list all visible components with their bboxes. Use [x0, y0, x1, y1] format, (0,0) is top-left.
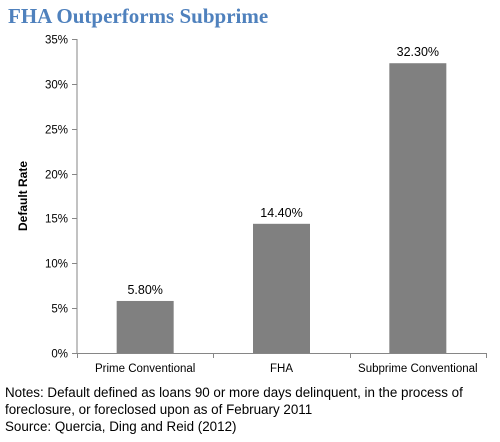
y-tick-label: 30%	[45, 80, 68, 92]
x-tick-label: FHA	[270, 363, 293, 375]
bars	[116, 63, 447, 353]
y-axis-title: Default Rate	[16, 161, 30, 231]
chart-notes: Notes: Default defined as loans 90 or mo…	[5, 384, 497, 435]
bar	[253, 223, 310, 353]
x-tick-label: Prime Conventional	[95, 363, 195, 375]
y-tick-label: 15%	[45, 214, 68, 226]
chart-title: FHA Outperforms Subprime	[8, 4, 269, 28]
bar	[116, 300, 174, 353]
bar-chart: 0% 5% 10% 15% 20% 25% 30% 35% Prime Conventiona…	[16, 35, 487, 375]
bar	[389, 63, 447, 353]
data-label: 5.80%	[127, 283, 162, 297]
data-labels: 5.80% 14.40% 32.30%	[127, 45, 439, 297]
y-tick-label: 5%	[51, 304, 68, 316]
y-tick-label: 20%	[45, 170, 68, 182]
y-tick-label: 35%	[45, 35, 68, 47]
notes-line-1: Notes: Default defined as loans 90 or mo…	[5, 385, 463, 400]
data-label: 32.30%	[397, 45, 439, 59]
y-tick-label: 10%	[45, 259, 68, 271]
y-tick-label: 25%	[45, 125, 68, 137]
source-line: Source: Quercia, Ding and Reid (2012)	[5, 419, 237, 434]
data-label: 14.40%	[260, 206, 302, 220]
notes-line-2: foreclosure, or foreclosed upon as of Fe…	[5, 402, 313, 417]
x-tick-label: Subprime Conventional	[358, 363, 478, 375]
x-axis: Prime Conventional FHA Subprime Convention…	[77, 353, 487, 375]
y-tick-label: 0%	[51, 349, 68, 361]
y-axis: 0% 5% 10% 15% 20% 25% 30% 35%	[45, 35, 78, 361]
